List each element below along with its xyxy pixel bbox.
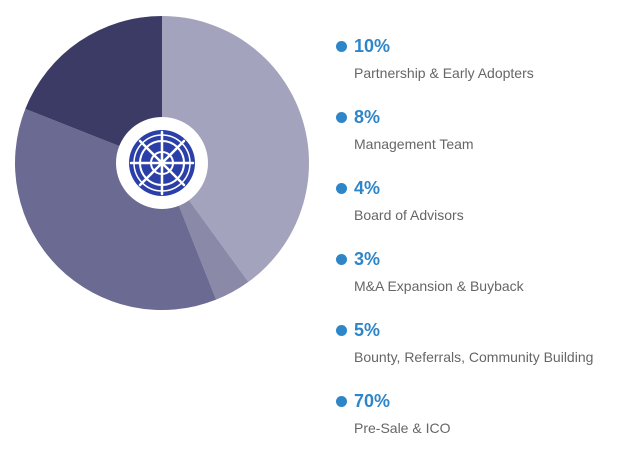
legend-label: Pre-Sale & ICO — [354, 420, 451, 436]
legend-item: 70% Pre-Sale & ICO — [336, 389, 636, 460]
pie-slice — [162, 16, 309, 282]
pie-chart — [0, 0, 330, 330]
pie-slice — [15, 108, 217, 311]
legend-bullet-icon — [336, 325, 347, 336]
legend-percentage: 10% — [354, 36, 391, 56]
legend-bullet-icon — [336, 112, 347, 123]
legend-percentage: 4% — [354, 178, 381, 198]
legend-label: Partnership & Early Adopters — [354, 65, 534, 81]
legend-bullet-icon — [336, 183, 347, 194]
pie-chart-svg — [15, 16, 309, 311]
pie-slices — [15, 16, 309, 311]
pie-slice — [25, 16, 162, 163]
legend-item: 4% Board of Advisors — [336, 176, 636, 247]
legend: 10% Partnership & Early Adopters 8% Managem… — [336, 34, 636, 460]
legend-item: 3% M&A Expansion & Buyback — [336, 247, 636, 318]
ship-wheel-logo — [129, 130, 195, 196]
legend-label: Management Team — [354, 136, 474, 152]
legend-item: 8% Management Team — [336, 105, 636, 176]
legend-item: 10% Partnership & Early Adopters — [336, 34, 636, 105]
legend-percentage: 3% — [354, 249, 381, 269]
legend-bullet-icon — [336, 41, 347, 52]
legend-bullet-icon — [336, 254, 347, 265]
legend-percentage: 5% — [354, 320, 381, 340]
legend-label: Bounty, Referrals, Community Building — [354, 349, 594, 365]
legend-label: Board of Advisors — [354, 207, 464, 223]
legend-percentage: 70% — [354, 391, 391, 411]
legend-percentage: 8% — [354, 107, 381, 127]
legend-label: M&A Expansion & Buyback — [354, 278, 524, 294]
legend-bullet-icon — [336, 396, 347, 407]
legend-item: 5% Bounty, Referrals, Community Building — [336, 318, 636, 389]
